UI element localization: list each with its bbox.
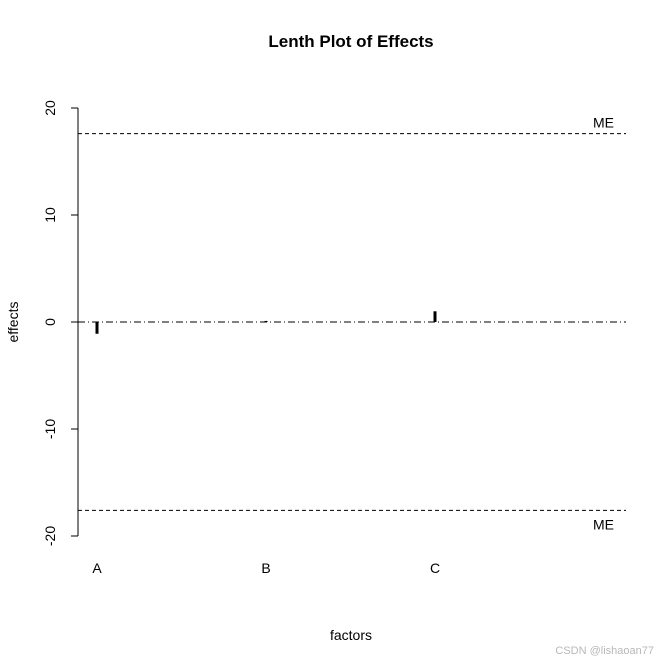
chart-title: Lenth Plot of Effects [268, 32, 433, 51]
watermark: CSDN @lishaoan77 [555, 645, 654, 657]
x-tick-labels: A B C [92, 560, 440, 576]
x-axis-label: factors [330, 627, 372, 643]
x-tick-label: B [261, 560, 270, 576]
y-axis-label: effects [5, 302, 21, 343]
effect-bars [95, 311, 437, 334]
y-tick-label: 0 [42, 318, 58, 326]
x-tick-label: C [430, 560, 440, 576]
reference-lines: ME ME [78, 115, 626, 532]
y-axis: -20 -10 0 10 20 [42, 100, 79, 546]
me-label: ME [593, 115, 614, 131]
y-tick-label: 10 [42, 207, 58, 223]
x-tick-label: A [92, 560, 102, 576]
y-tick-label: -20 [42, 526, 58, 546]
me-label: ME [593, 516, 614, 532]
y-tick-label: 20 [42, 100, 58, 116]
y-tick-label: -10 [42, 419, 58, 439]
